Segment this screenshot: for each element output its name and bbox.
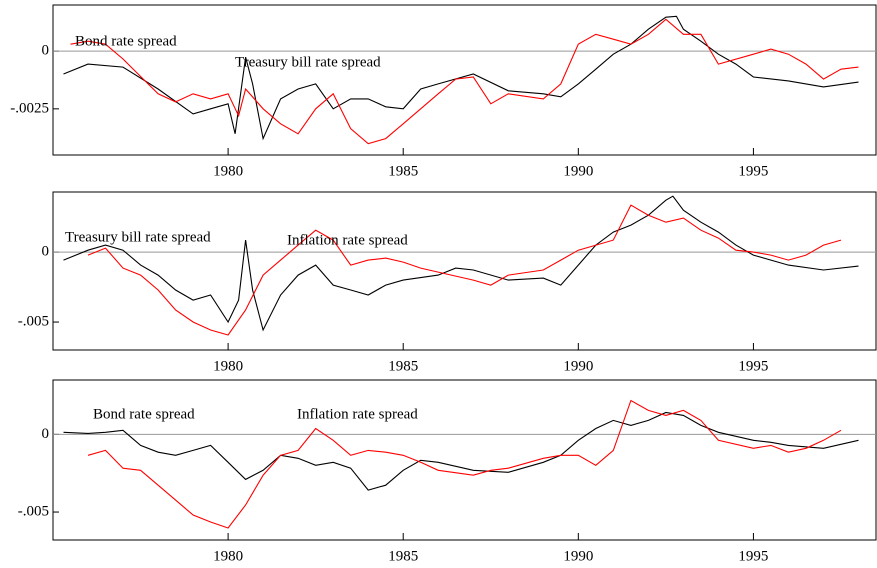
series-line (63, 411, 859, 491)
x-tick-label: 1990 (563, 163, 593, 179)
x-tick-label: 1990 (563, 548, 593, 564)
y-tick-label: -.005 (18, 503, 49, 519)
y-tick-label: 0 (42, 426, 50, 442)
x-tick-label: 1980 (213, 358, 243, 374)
annotation: Bond rate spread (93, 406, 195, 422)
plot-frame (52, 191, 877, 351)
series-line (63, 15, 859, 141)
series-line (87, 204, 842, 336)
annotation: Treasury bill rate spread (235, 54, 381, 70)
x-tick-label: 1990 (563, 358, 593, 374)
x-tick-label: 1985 (388, 548, 418, 564)
annotation: Treasury bill rate spread (65, 229, 211, 245)
annotation: Inflation rate spread (287, 232, 408, 248)
annotation: Inflation rate spread (297, 406, 418, 422)
y-tick-label: 0 (42, 244, 50, 260)
annotation: Bond rate spread (75, 33, 177, 49)
x-tick-label: 1995 (738, 548, 768, 564)
series-line (63, 195, 859, 332)
y-tick-label: -.0025 (10, 100, 49, 116)
y-tick-label: -.005 (18, 313, 49, 329)
x-tick-label: 1995 (738, 163, 768, 179)
plot-frame (52, 379, 877, 541)
plot-frame (52, 4, 877, 156)
series-line (87, 399, 842, 529)
x-tick-label: 1985 (388, 358, 418, 374)
y-tick-label: 0 (42, 43, 50, 59)
x-tick-label: 1980 (213, 548, 243, 564)
series-line (70, 18, 859, 145)
x-tick-label: 1985 (388, 163, 418, 179)
x-tick-label: 1995 (738, 358, 768, 374)
x-tick-label: 1980 (213, 163, 243, 179)
